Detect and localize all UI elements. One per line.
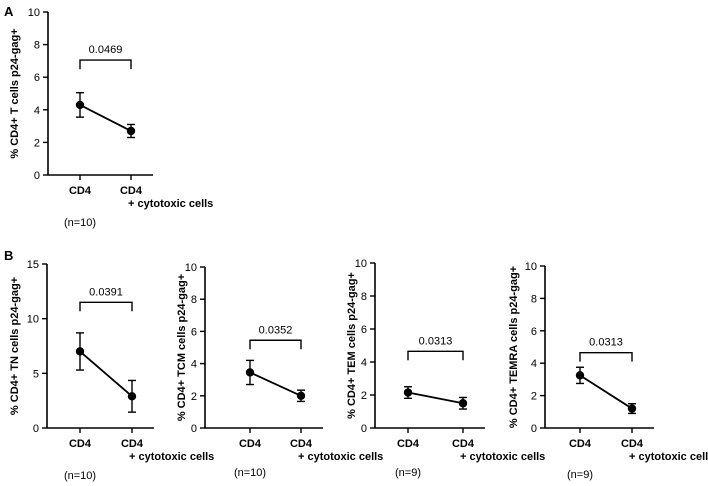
- x-tick-label: CD4: [121, 438, 144, 450]
- significance-bracket: [79, 301, 133, 312]
- p-value-label: 0.0469: [89, 44, 123, 56]
- x-tick-label: CD4: [397, 438, 420, 450]
- y-tick-label: 2: [34, 137, 40, 149]
- y-tick-label: 0: [33, 423, 39, 435]
- y-axis-label: % CD4+ TEMRA cells p24-gag+: [508, 266, 520, 428]
- x-tick-label: CD4: [69, 185, 92, 197]
- data-point: [296, 391, 306, 400]
- panel-label-a: A: [4, 4, 14, 19]
- data-point: [575, 371, 585, 380]
- x-tick-label: CD4: [290, 438, 313, 450]
- y-tick-label: 2: [191, 391, 197, 403]
- x-tick-label: CD4: [452, 438, 475, 450]
- y-tick-label: 0: [34, 170, 40, 182]
- y-tick-label: 10: [525, 261, 537, 273]
- y-tick-label: 6: [531, 326, 537, 338]
- y-tick-label: 8: [191, 294, 197, 306]
- p-value-label: 0.0391: [89, 286, 123, 298]
- x-tick-label: CD4: [69, 438, 92, 450]
- series-line: [79, 350, 133, 397]
- y-axis-label: % CD4+ TN cells p24-gag+: [9, 277, 21, 415]
- y-tick-label: 0: [191, 423, 197, 435]
- y-tick-label: 10: [28, 7, 40, 19]
- y-tick-label: 4: [34, 105, 40, 117]
- y-axis-label: % CD4+ TEM cells p24-gag+: [346, 272, 358, 419]
- y-tick-label: 0: [531, 423, 537, 435]
- p-value-label: 0.0313: [589, 337, 623, 349]
- y-tick-label: 0: [361, 423, 367, 435]
- x-tick-label: + cytotoxic cells: [128, 198, 213, 210]
- panel-label-b: B: [4, 248, 13, 263]
- y-axis-label: % CD4+ TCM cells p24-gag+: [176, 274, 188, 421]
- series-line: [407, 391, 464, 405]
- y-tick-label: 15: [27, 259, 39, 271]
- data-point: [403, 388, 413, 397]
- y-tick-label: 2: [361, 390, 367, 402]
- y-tick-label: 6: [34, 72, 40, 84]
- series-line: [79, 104, 132, 132]
- x-tick-label: + cytotoxic cells: [629, 451, 708, 463]
- x-tick-label: CD4: [569, 438, 592, 450]
- n-label: (n=9): [395, 467, 421, 479]
- x-tick-label: CD4: [621, 438, 644, 450]
- y-tick-label: 6: [191, 326, 197, 338]
- n-label: (n=9): [567, 469, 593, 481]
- significance-bracket: [407, 350, 464, 361]
- data-point: [126, 126, 136, 136]
- y-tick-label: 4: [531, 358, 537, 370]
- y-tick-label: 6: [361, 324, 367, 336]
- series-line: [579, 374, 633, 410]
- n-label: (n=10): [64, 470, 96, 482]
- y-tick-label: 10: [27, 314, 39, 326]
- y-tick-label: 2: [531, 391, 537, 403]
- data-point: [627, 404, 637, 413]
- n-label: (n=10): [64, 217, 96, 229]
- x-tick-label: CD4: [120, 185, 143, 197]
- p-value-label: 0.0352: [259, 324, 293, 336]
- p-value-label: 0.0313: [419, 335, 453, 347]
- significance-bracket: [579, 351, 633, 362]
- y-tick-label: 10: [355, 258, 367, 270]
- y-tick-label: 8: [531, 293, 537, 305]
- y-tick-label: 8: [34, 40, 40, 52]
- y-tick-label: 4: [361, 357, 367, 369]
- y-tick-label: 8: [361, 291, 367, 303]
- significance-bracket: [79, 59, 132, 70]
- y-tick-label: 5: [33, 368, 39, 380]
- y-axis-label: % CD4+ T cells p24-gag+: [9, 28, 21, 158]
- x-tick-label: + cytotoxic cells: [298, 451, 383, 463]
- series-line: [249, 371, 302, 397]
- data-point: [75, 100, 85, 110]
- x-tick-label: + cytotoxic cells: [129, 451, 214, 463]
- data-point: [458, 399, 468, 408]
- x-tick-label: + cytotoxic cells: [460, 451, 545, 463]
- data-point: [75, 347, 85, 356]
- x-tick-label: CD4: [239, 438, 262, 450]
- n-label: (n=10): [234, 467, 266, 479]
- significance-bracket: [249, 339, 302, 350]
- data-point: [245, 368, 255, 377]
- y-tick-label: 4: [191, 359, 197, 371]
- y-tick-label: 10: [185, 262, 197, 274]
- data-point: [127, 392, 137, 401]
